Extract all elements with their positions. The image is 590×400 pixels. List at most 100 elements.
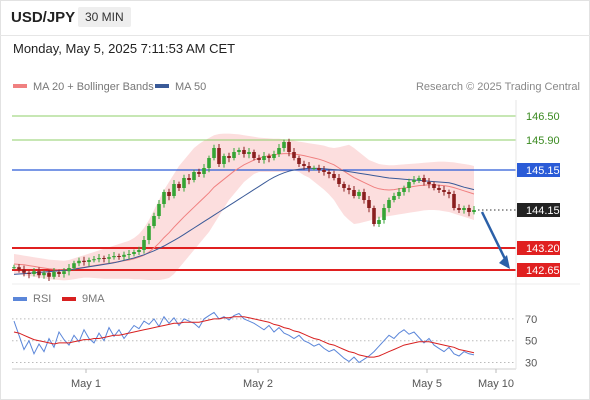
candle-body — [402, 188, 406, 192]
candle-body — [167, 192, 171, 196]
x-tick-label: May 1 — [71, 378, 101, 390]
candle-body — [427, 182, 431, 184]
level-label-box-support-2 — [517, 263, 560, 277]
rsi-tick-label: 30 — [525, 358, 537, 370]
x-tick-label: May 5 — [412, 378, 442, 390]
candle-body — [332, 174, 336, 178]
candle-body — [132, 252, 136, 254]
candle-body — [267, 156, 271, 158]
level-label-last-price: 144.15 — [526, 205, 560, 217]
candle-body — [417, 178, 421, 180]
x-tick-label: May 10 — [478, 378, 514, 390]
candle-body — [382, 208, 386, 220]
candle-body — [52, 272, 56, 277]
candle-body — [377, 220, 381, 224]
candle-body — [457, 208, 461, 210]
candle-body — [22, 269, 26, 273]
candle-body — [327, 172, 331, 174]
candle-body — [212, 148, 216, 158]
candle-body — [222, 156, 226, 164]
rsi-ma-line — [13, 316, 475, 358]
candle-body — [172, 184, 176, 196]
candle-body — [197, 172, 201, 174]
candle-body — [112, 256, 116, 258]
candle-body — [407, 182, 411, 188]
candle-body — [42, 272, 46, 276]
candle-body — [307, 166, 311, 168]
level-label-resistance-1: 145.90 — [526, 135, 560, 147]
candle-body — [57, 272, 61, 274]
candle-body — [362, 192, 366, 200]
candle-body — [97, 258, 101, 260]
candle-body — [182, 178, 186, 188]
rsi-legend-swatch — [13, 297, 27, 301]
timestamp: Monday, May 5, 2025 7:11:53 AM CET — [13, 41, 236, 56]
candle-body — [357, 192, 361, 196]
rsi-tick-label: 70 — [525, 314, 537, 326]
candle-body — [157, 204, 161, 216]
candle-body — [177, 184, 181, 188]
credit-text: Research © 2025 Trading Central — [416, 81, 580, 93]
candle-body — [322, 170, 326, 172]
candle-body — [152, 216, 156, 226]
rsi-ma-legend-swatch — [62, 297, 76, 301]
candle-body — [387, 200, 391, 208]
candle-body — [317, 168, 321, 170]
candle-body — [147, 226, 151, 240]
candle-body — [252, 152, 256, 158]
candle-body — [272, 154, 276, 158]
rsi-ma-legend-label: 9MA — [82, 293, 105, 305]
candle-body — [432, 184, 436, 188]
candle-body — [232, 152, 236, 158]
candle-body — [17, 267, 21, 270]
candle-body — [297, 158, 301, 164]
candle-body — [472, 210, 476, 212]
candle-body — [367, 200, 371, 208]
candle-body — [347, 188, 351, 190]
ma50-legend-label: MA 50 — [175, 81, 206, 93]
candle-body — [257, 158, 261, 160]
x-axis: May 1 May 2 May 5 May 10 — [71, 369, 514, 390]
candle-body — [292, 152, 296, 158]
candle-body — [247, 152, 251, 154]
candle-body — [187, 178, 191, 180]
candle-body — [282, 142, 286, 148]
candle-body — [122, 254, 126, 257]
candle-body — [82, 260, 86, 262]
candle-body — [312, 168, 316, 169]
candle-body — [287, 142, 291, 152]
candle-body — [87, 260, 91, 262]
candle-body — [37, 271, 41, 276]
header-divider — [0, 35, 590, 36]
candle-body — [72, 263, 76, 268]
candle-body — [392, 196, 396, 200]
level-label-support-1: 143.20 — [526, 243, 560, 255]
candle-body — [302, 164, 306, 166]
candle-body — [202, 168, 206, 174]
level-label-pivot: 145.15 — [526, 165, 560, 177]
candle-body — [137, 250, 141, 252]
candles — [12, 138, 476, 281]
ma20-legend-label: MA 20 + Bollinger Bands — [33, 81, 154, 93]
candle-body — [412, 180, 416, 182]
candle-body — [27, 272, 31, 274]
forecast-arrow — [480, 211, 510, 269]
candle-body — [32, 271, 36, 274]
symbol-title: USD/JPY — [11, 9, 76, 26]
price-levels — [12, 115, 516, 271]
timeframe-button[interactable]: 30 MIN — [78, 7, 131, 27]
rsi-panel[interactable]: 70 50 30 — [12, 311, 537, 370]
level-label-box-last-price — [517, 203, 560, 217]
candle-body — [242, 150, 246, 154]
candle-body — [12, 267, 16, 269]
candle-body — [462, 208, 466, 210]
ma50-legend-swatch — [155, 84, 169, 88]
header-bar: USD/JPY 30 MIN — [0, 0, 590, 36]
candle-body — [192, 172, 196, 180]
level-label-box-pivot — [517, 163, 560, 177]
candle-body — [67, 268, 71, 272]
candle-body — [92, 259, 96, 261]
candle-body — [227, 156, 231, 158]
forecast-arrow-head — [499, 255, 510, 269]
